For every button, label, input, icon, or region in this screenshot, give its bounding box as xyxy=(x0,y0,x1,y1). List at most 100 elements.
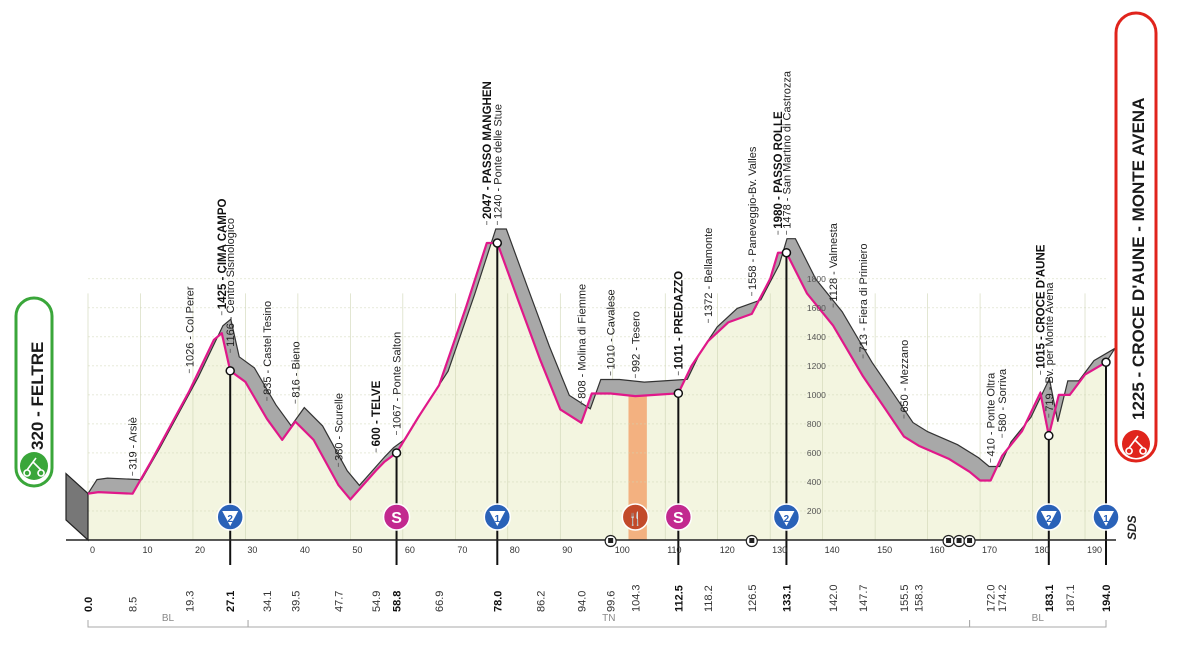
distance-label: 39.5 xyxy=(290,591,302,612)
location-label: 808 - Molina di Fiemme xyxy=(576,284,588,399)
start-badge: 320 - FELTRE xyxy=(14,296,54,488)
gpm-category: 2 xyxy=(227,514,233,525)
km-tick-label: 80 xyxy=(510,545,520,555)
distance-label: 112.5 xyxy=(673,585,685,612)
altitude-tick-label: 400 xyxy=(807,477,821,487)
gpm-badge: 1 xyxy=(483,503,512,531)
tunnel-icon xyxy=(604,534,617,548)
location-label: 580 - Sorriva xyxy=(997,368,1009,432)
distance-label: 27.1 xyxy=(225,591,237,612)
km-tick-label: 190 xyxy=(1087,545,1102,555)
distance-label: 158.3 xyxy=(914,584,926,612)
tunnel-icon xyxy=(952,534,966,548)
distance-label: 47.7 xyxy=(333,591,345,612)
sprint-badge: S xyxy=(664,503,693,531)
altitude-tick-label: 600 xyxy=(807,448,821,458)
location-label: 835 - Castel Tesino xyxy=(262,301,274,395)
cyclist-icon xyxy=(20,452,48,480)
km-tick-label: 160 xyxy=(930,545,945,555)
distance-label: 133.1 xyxy=(781,584,793,612)
marker-point xyxy=(1044,430,1054,441)
altitude-tick-label: 800 xyxy=(807,419,821,429)
location-label: 719 - Bv. per Monte Avena xyxy=(1044,282,1056,412)
location-label: 600 - TELVE xyxy=(371,380,383,446)
marker-point xyxy=(781,247,792,258)
distance-label: 0.0 xyxy=(83,597,95,612)
location-label: 816 - Bieno xyxy=(290,341,302,397)
altitude-tick-label: 1800 xyxy=(807,274,826,284)
location-label: 2047 - PASSO MANGHEN xyxy=(482,81,494,219)
region-label: BL xyxy=(1032,613,1045,624)
region-bracket: BL xyxy=(969,613,1107,628)
tunnel-icon xyxy=(745,534,758,548)
feed-badge: 🍴 xyxy=(621,503,650,531)
gpm-category: 2 xyxy=(784,514,790,525)
region-bracket: TN xyxy=(247,613,971,628)
km-tick-label: 140 xyxy=(825,545,840,555)
location-label: 1558 - Paneveggio-Bv. Valles xyxy=(747,146,759,290)
gpm-badge: 1 xyxy=(1092,503,1120,531)
finish-badge: 1225 - CROCE D'AUNE - MONTE AVENA xyxy=(1114,11,1158,463)
location-label: 650 - Mezzano xyxy=(899,340,911,413)
km-tick-label: 20 xyxy=(195,545,205,555)
start-label: 320 - FELTRE xyxy=(28,342,47,450)
feed-symbol: 🍴 xyxy=(627,511,643,527)
distance-label: 19.3 xyxy=(184,591,196,612)
marker-point xyxy=(225,366,235,376)
sprint-badge: S xyxy=(382,503,411,531)
profile-start-wall xyxy=(65,472,89,542)
region-label: BL xyxy=(162,613,175,624)
distance-label: 183.1 xyxy=(1044,584,1056,612)
profile-line xyxy=(87,241,1107,501)
km-tick-label: 60 xyxy=(405,545,415,555)
sprint-symbol: S xyxy=(673,510,684,527)
distance-label: 99.6 xyxy=(606,591,618,612)
gpm-badge: 2 xyxy=(216,503,244,531)
gpm-badge: 2 xyxy=(1035,503,1063,531)
region-bracket: BL xyxy=(87,613,249,628)
tunnel-icon xyxy=(942,534,955,548)
km-tick-label: 170 xyxy=(982,545,997,555)
km-tick-label: 110 xyxy=(667,545,681,555)
km-tick-label: 30 xyxy=(247,545,257,555)
distance-label: 54.9 xyxy=(371,591,383,612)
altitude-tick-label: 1400 xyxy=(807,332,826,342)
km-tick-label: 120 xyxy=(720,545,735,555)
km-tick-label: 70 xyxy=(457,545,467,555)
location-label: 410 - Ponte Oltra xyxy=(986,372,998,457)
distance-label: 147.7 xyxy=(858,584,870,612)
location-label: 1011 - PREDAZZO xyxy=(673,271,685,369)
km-tick-label: 0 xyxy=(90,545,95,555)
location-label: 1425 - CIMA CAMPO xyxy=(217,198,229,309)
distance-label: 126.5 xyxy=(747,584,759,612)
distance-label: 194.0 xyxy=(1101,584,1113,612)
sprint-symbol: S xyxy=(391,510,402,527)
km-tick-label: 180 xyxy=(1035,545,1050,555)
finish-label: 1225 - CROCE D'AUNE - MONTE AVENA xyxy=(1129,98,1148,420)
distance-label: 118.2 xyxy=(703,585,715,612)
gpm-category: 2 xyxy=(1046,514,1052,525)
location-label: 1128 - Valmesta xyxy=(828,222,840,301)
location-label: 1240 - Ponte delle Stue xyxy=(492,104,504,219)
distance-label: 142.0 xyxy=(828,584,840,612)
marker-point xyxy=(391,448,402,458)
location-label: 1026 - Col Perer xyxy=(184,286,196,367)
distance-label: 58.8 xyxy=(392,591,404,612)
location-label: 1015 - CROCE D'AUNE xyxy=(1035,244,1047,368)
marker-point xyxy=(1101,357,1111,368)
distance-label: 174.2 xyxy=(997,584,1009,612)
altitude-tick-label: 200 xyxy=(807,506,821,516)
brand-logo: SDS xyxy=(1125,515,1139,540)
marker-point xyxy=(673,388,684,399)
marker-point xyxy=(492,238,503,248)
altitude-tick-label: 1600 xyxy=(807,303,826,313)
distance-label: 104.3 xyxy=(630,584,642,612)
distance-label: 86.2 xyxy=(535,591,547,612)
distance-label: 187.1 xyxy=(1065,584,1077,612)
km-tick-label: 90 xyxy=(562,545,572,555)
gpm-category: 1 xyxy=(495,514,501,525)
km-tick-label: 150 xyxy=(877,545,892,555)
distance-label: 155.5 xyxy=(899,584,911,612)
